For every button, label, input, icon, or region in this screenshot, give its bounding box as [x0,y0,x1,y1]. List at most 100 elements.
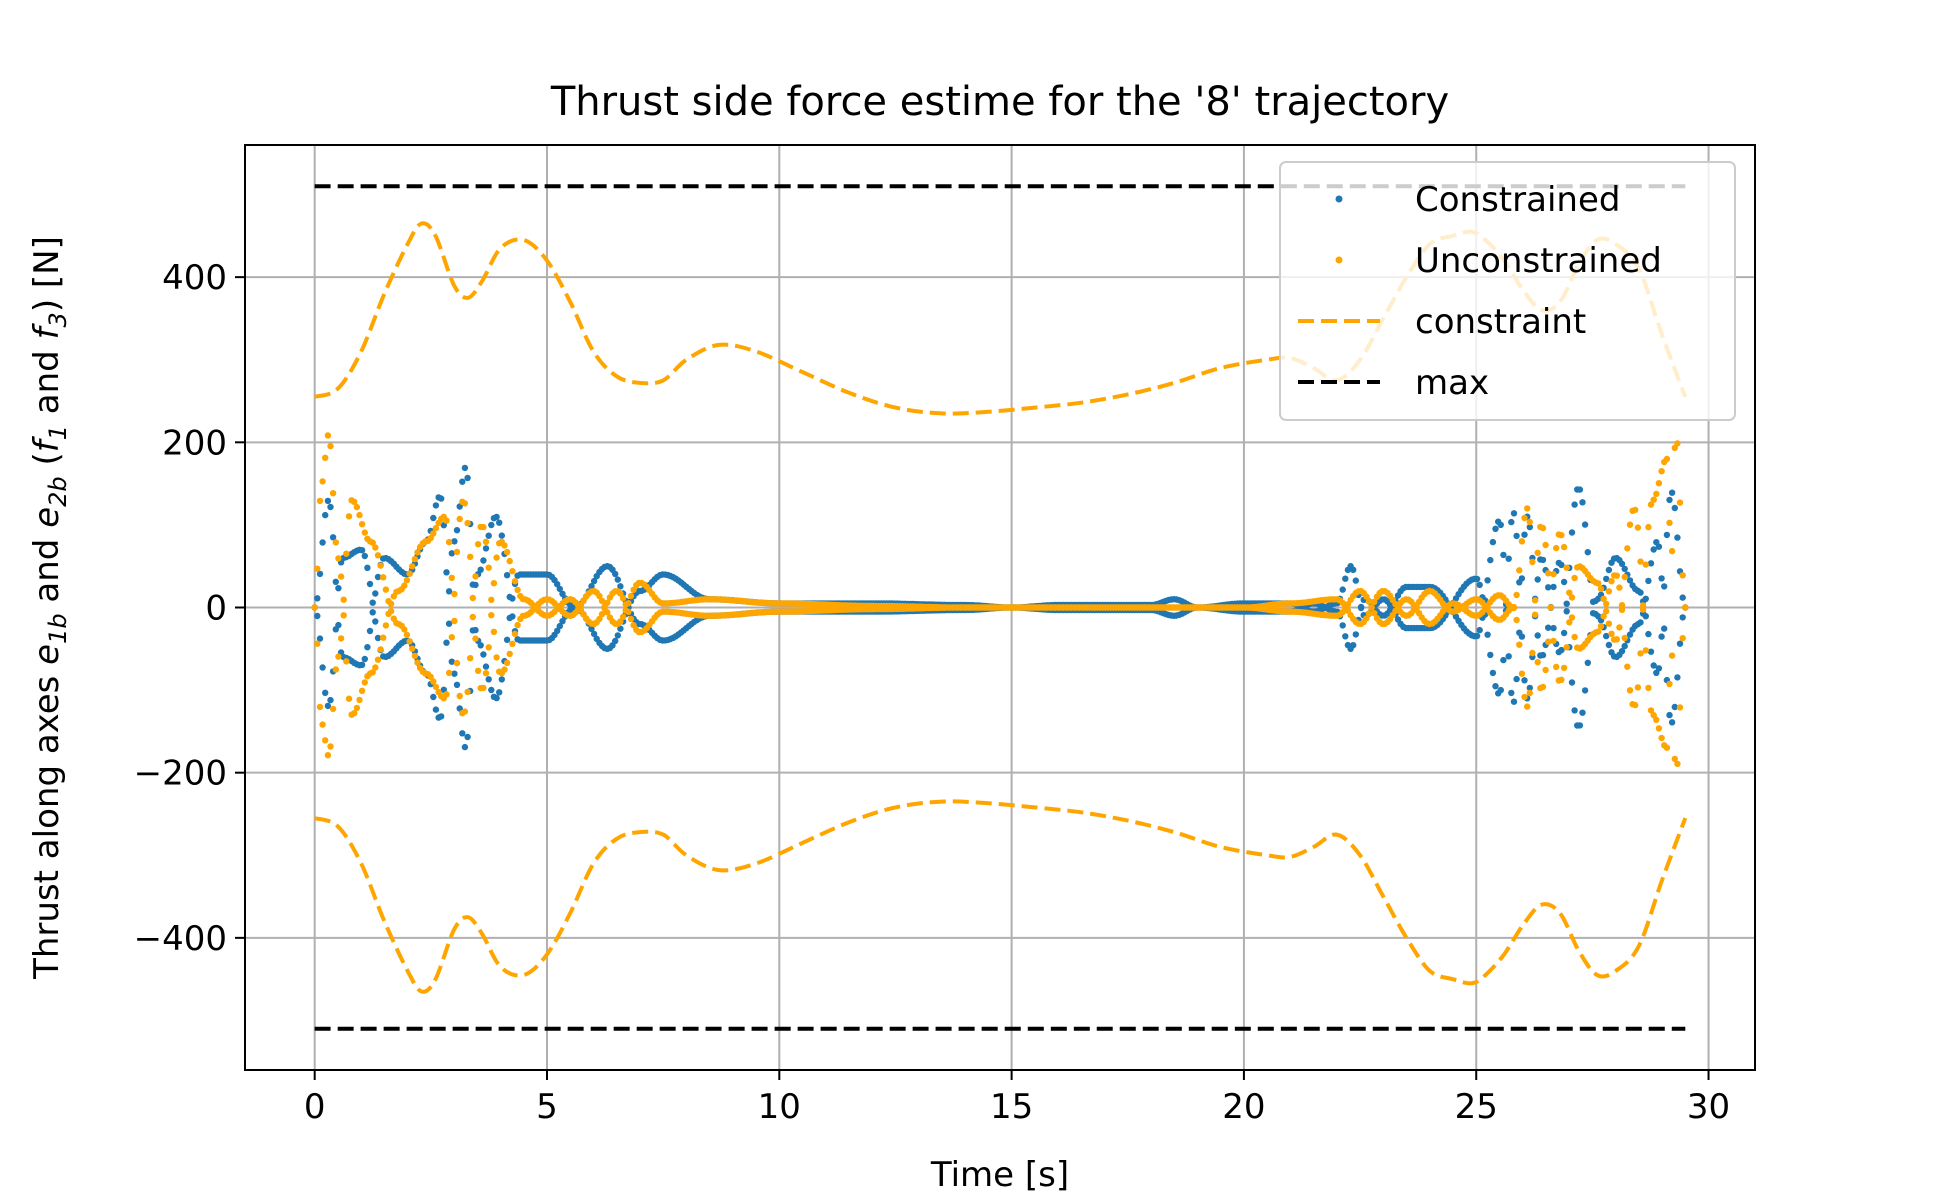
series-unconstrained-point [506,650,513,658]
series-constrained-point [1492,683,1499,690]
legend-label-constrained: Constrained [1415,180,1620,220]
series-unconstrained-point [319,478,326,485]
series-unconstrained-point [409,563,416,570]
series-constrained-point [1579,709,1586,716]
series-unconstrained-point [1655,480,1663,487]
series-unconstrained-point [1647,707,1655,714]
series-constrained-point [480,557,487,564]
series-constrained-point [1473,575,1481,583]
series-constrained-point [482,545,490,552]
series-constrained-point [1497,521,1505,529]
series-constrained-point [1626,631,1634,638]
series-unconstrained-point [1524,505,1531,512]
series-constrained-point [498,532,505,539]
series-constrained-point [361,655,368,663]
series-constrained-point [445,620,453,627]
series-unconstrained-point [1634,524,1642,531]
series-constrained-point [556,585,563,593]
series-constrained-point [1571,707,1578,714]
series-unconstrained-point [1563,564,1570,571]
series-constrained-point [1647,560,1655,567]
series-constrained-point [1581,521,1589,528]
y-tick-label: 400 [162,258,227,298]
series-constrained-point [327,696,334,704]
series-unconstrained-point [1655,725,1663,732]
series-constrained-point [554,581,561,588]
series-constrained-point [459,730,466,737]
series-constrained-point [1492,525,1499,532]
x-tick-label: 20 [1222,1087,1265,1127]
series-constrained-point [1666,496,1673,504]
series-unconstrained-point [1647,501,1655,508]
series-unconstrained-point [598,611,606,618]
series-constrained-point [614,632,621,639]
series-constrained-point [459,478,466,485]
series-constrained-point [443,639,450,646]
series-constrained-point [369,609,376,616]
series-unconstrained-point [335,653,342,660]
series-constrained-point [612,570,619,578]
series-unconstrained-point [1645,523,1652,531]
series-constrained-point [493,694,500,702]
series-unconstrained-point [467,553,474,560]
series-constrained-point [1516,579,1523,586]
series-unconstrained-point [604,599,611,606]
series-unconstrained-point [1613,636,1621,643]
series-unconstrained-point [451,590,458,598]
x-tick-label: 30 [1687,1087,1730,1127]
series-unconstrained-point [1534,549,1541,556]
series-constrained-point [1534,632,1541,639]
series-constrained-point [374,634,382,642]
series-unconstrained-point [314,565,321,572]
series-constrained-point [1357,604,1365,612]
series-unconstrained-point [509,640,516,647]
plot-data [311,184,1689,1031]
series-unconstrained-point [511,630,519,637]
series-unconstrained-point [430,678,437,685]
series-constrained-point [488,521,495,529]
series-unconstrained-point [1531,611,1539,618]
series-unconstrained-point [1558,532,1565,539]
series-constrained-point [1650,546,1657,553]
series-unconstrained-point [627,615,635,623]
series-unconstrained-point [509,568,516,575]
series-unconstrained-point [1558,676,1565,683]
series-unconstrained-point [1568,614,1576,621]
series-constrained-point [335,585,342,592]
series-unconstrained-point [1553,544,1560,552]
series-unconstrained-point [1676,499,1684,506]
series-unconstrained-point [1624,663,1631,670]
x-tick-label: 5 [536,1087,558,1127]
series-unconstrained-point [372,664,379,671]
series-unconstrained-point [1679,572,1686,579]
series-constrained-point [430,514,437,522]
series-unconstrained-point [414,659,421,666]
series-unconstrained-point [472,635,479,642]
series-unconstrained-point [1605,588,1613,595]
series-unconstrained-point [414,549,421,556]
series-constrained-point [319,539,326,546]
series-unconstrained-point [1568,594,1576,601]
series-constrained-point [1339,622,1346,629]
series-unconstrained-point [1668,547,1676,555]
series-unconstrained-point [1600,595,1607,602]
series-unconstrained-point [1363,615,1370,622]
y-axis-label: Thrust along axes e1b and e2b (f1 and f3… [27,236,72,980]
series-constrained-point [1571,501,1578,508]
series-unconstrained-point [467,655,474,662]
series-constrained-point [493,513,500,521]
series-unconstrained-point [1637,650,1644,657]
series-unconstrained-point [464,519,471,527]
series-unconstrained-point [627,592,635,600]
series-unconstrained-point [1526,689,1534,697]
series-constrained-point [1513,532,1520,540]
series-constrained-point [1521,531,1528,538]
series-constrained-point [1508,518,1515,526]
series-unconstrained-point [443,691,450,698]
series-constrained-point [488,686,495,694]
y-axis-label-part: and [27,528,67,614]
series-constrained-point [1350,642,1357,649]
series-constrained-point [464,474,471,482]
series-unconstrained-point [1545,638,1552,645]
